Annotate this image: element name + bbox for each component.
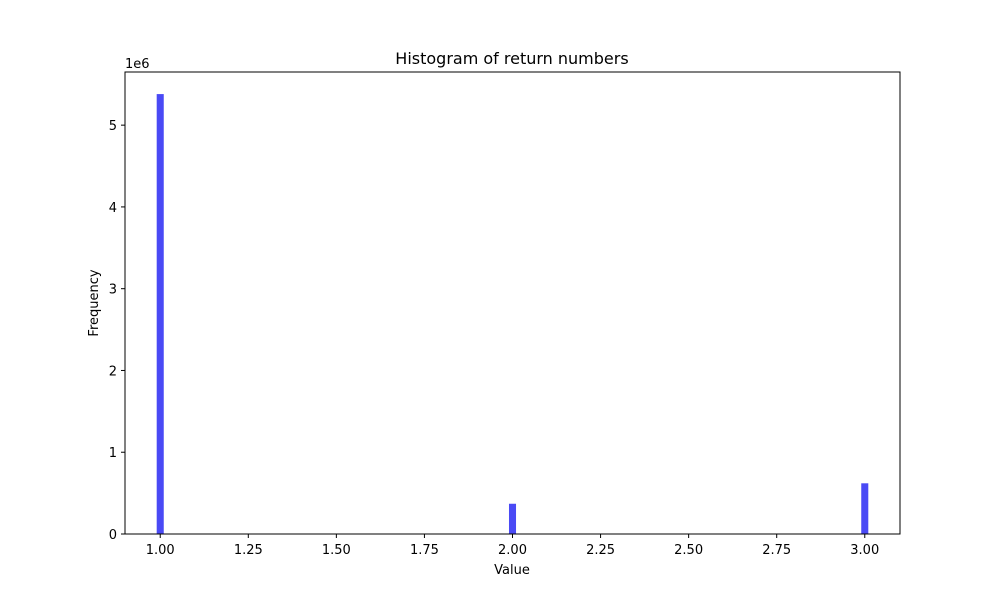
bars-group: [156, 94, 869, 534]
x-tick-label-1: 1.25: [234, 543, 263, 558]
x-axis-label: Value: [494, 563, 530, 578]
x-tick-label-8: 3.00: [850, 543, 879, 558]
y-tick-label-1: 1: [109, 446, 117, 461]
x-tick-label-0: 1.00: [146, 543, 175, 558]
x-tick-label-2: 1.50: [322, 543, 351, 558]
x-tick-label-6: 2.50: [674, 543, 703, 558]
histogram-bar-2: [861, 483, 869, 534]
y-tick-label-5: 5: [109, 119, 117, 134]
y-tick-label-2: 2: [109, 364, 117, 379]
x-tick-label-3: 1.75: [410, 543, 439, 558]
plot-frame: [124, 71, 901, 535]
histogram-bar-1: [508, 503, 517, 534]
x-tick-label-7: 2.75: [762, 543, 791, 558]
y-ticks: 0 1 2 3 4 5: [109, 119, 125, 543]
y-offset-label: 1e6: [125, 57, 150, 72]
y-axis-label: Frequency: [87, 269, 102, 336]
chart-title: Histogram of return numbers: [395, 49, 628, 68]
y-tick-label-4: 4: [109, 201, 117, 216]
x-tick-label-4: 2.00: [498, 543, 527, 558]
histogram-bar-0: [156, 94, 164, 534]
y-tick-label-0: 0: [109, 528, 117, 543]
x-ticks: 1.00 1.25 1.50 1.75 2.00 2.25 2.50 2.75 3.00: [146, 534, 879, 558]
x-tick-label-5: 2.25: [586, 543, 615, 558]
y-tick-label-3: 3: [109, 283, 117, 298]
